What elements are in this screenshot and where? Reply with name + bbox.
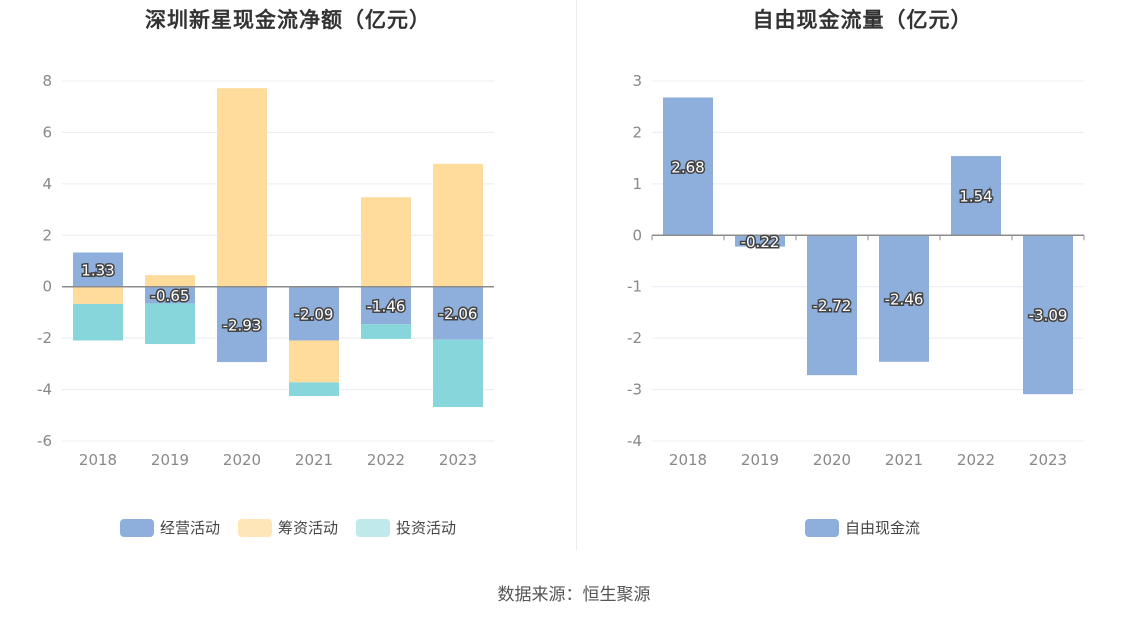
legend-item-operating[interactable]: 经营活动 [119, 517, 220, 538]
bar [145, 275, 195, 287]
bar [1023, 235, 1073, 395]
data-label: -2.93 [223, 316, 262, 334]
bar [73, 303, 123, 341]
data-label: -2.06 [439, 305, 478, 323]
x-tick-label: 2018 [79, 451, 117, 469]
legend-item-financing[interactable]: 筹资活动 [237, 517, 338, 538]
bar [433, 286, 483, 340]
free-cash-flow-plot: -4 -3 -2 -1 0 1 2 3 2018 2019 2020 2021 2022 2023 2.68… [627, 72, 1085, 469]
data-label: -0.22 [741, 233, 780, 251]
x-tick-label: 2021 [295, 451, 333, 469]
legend-label: 投资活动 [396, 519, 457, 537]
legend: 经营活动 筹资活动 投资活动 [0, 517, 576, 538]
legend-item-investing[interactable]: 投资活动 [356, 517, 456, 538]
data-source-note: 数据来源：恒生聚源 [497, 585, 651, 605]
y-tick-label: 3 [632, 72, 642, 90]
bar [361, 286, 411, 325]
cash-flow-net-chart: 深圳新星现金流净额（亿元） -6 -4 -2 0 2 4 6 8 2018 2019 2020 202… [0, 0, 576, 550]
bar [217, 286, 267, 363]
y-tick-label: -3 [627, 381, 642, 399]
x-tick-label: 2023 [1029, 451, 1067, 469]
bar [73, 286, 123, 304]
x-tick-label: 2020 [813, 451, 851, 469]
legend-swatch [119, 518, 154, 537]
bar [807, 235, 857, 376]
data-label: -1.46 [367, 297, 406, 315]
bar [289, 286, 339, 341]
bar [879, 235, 929, 362]
x-tick-label: 2023 [439, 451, 477, 469]
bar [433, 339, 483, 408]
data-label: -2.09 [295, 306, 334, 324]
data-label: 1.54 [959, 188, 992, 206]
bar [735, 235, 785, 247]
legend-swatch [356, 518, 390, 537]
bar [361, 324, 411, 339]
y-tick-label: -2 [627, 329, 642, 347]
bar [361, 197, 411, 287]
legend-item-free-cash-flow[interactable]: 自由现金流 [804, 517, 920, 538]
y-tick-label: 0 [42, 278, 52, 296]
chart-title: 深圳新星现金流净额（亿元） [145, 8, 431, 32]
y-tick-label: 2 [42, 226, 52, 244]
legend-label: 自由现金流 [844, 519, 920, 537]
y-tick-label: 6 [42, 123, 52, 141]
data-label: -2.46 [885, 291, 924, 309]
data-label: 1.33 [81, 262, 114, 280]
legend-label: 筹资活动 [277, 519, 338, 537]
cash-flow-net-plot: -6 -4 -2 0 2 4 6 8 2018 2019 2020 2021 2022 2023 1.33 -… [37, 72, 494, 469]
x-tick-label: 2022 [957, 451, 995, 469]
bar [663, 97, 713, 236]
y-tick-label: 0 [632, 226, 642, 244]
bar [289, 382, 339, 396]
x-tick-label: 2019 [151, 451, 189, 469]
x-tick-label: 2019 [741, 451, 779, 469]
x-tick-label: 2022 [367, 451, 405, 469]
data-label: -0.65 [151, 287, 190, 305]
legend-label: 经营活动 [159, 519, 220, 537]
free-cash-flow-chart: 自由现金流量（亿元） -4 -3 -2 -1 0 1 2 3 2018 2019 2020 2021 2… [577, 0, 1148, 550]
legend-swatch [237, 518, 272, 537]
y-tick-label: -1 [627, 278, 642, 296]
y-tick-label: -2 [37, 329, 52, 347]
y-tick-label: -4 [37, 381, 52, 399]
legend-swatch [804, 518, 839, 537]
x-tick-label: 2021 [885, 451, 923, 469]
y-tick-label: 1 [632, 175, 642, 193]
bar [73, 252, 123, 287]
y-tick-label: 4 [42, 175, 52, 193]
bar [951, 156, 1001, 236]
panel-divider [576, 0, 577, 550]
bar [145, 303, 195, 345]
bar [289, 340, 339, 383]
legend: 自由现金流 [577, 517, 1148, 538]
y-tick-label: -6 [37, 432, 52, 450]
y-tick-label: 2 [632, 123, 642, 141]
chart-title: 自由现金流量（亿元） [752, 8, 973, 32]
bar [433, 163, 483, 287]
bar [145, 286, 195, 304]
data-label: -3.09 [1029, 307, 1068, 325]
x-tick-label: 2020 [223, 451, 261, 469]
y-tick-label: -4 [627, 432, 642, 450]
data-label: -2.72 [813, 297, 852, 315]
x-tick-label: 2018 [669, 451, 707, 469]
data-label: 2.68 [671, 158, 704, 176]
y-tick-label: 8 [42, 72, 52, 90]
bar [217, 88, 267, 287]
